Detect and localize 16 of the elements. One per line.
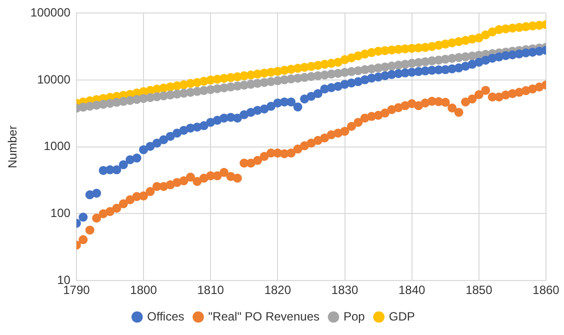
legend-label: Pop	[344, 309, 366, 324]
x-tick-label: 1800	[130, 283, 158, 298]
y-axis-title: Number	[6, 126, 20, 168]
legend-label: Offices	[147, 309, 184, 324]
x-tick-label: 1830	[331, 283, 358, 298]
x-tick-label: 1840	[398, 283, 426, 298]
x-tick-label: 1850	[466, 283, 493, 298]
y-tick-label: 10000	[37, 72, 71, 86]
x-tick-label: 1820	[264, 283, 292, 298]
x-tick-label: 1810	[197, 283, 224, 298]
legend-label: GDP	[388, 309, 415, 324]
y-tick-label: 1000	[44, 139, 71, 154]
y-tick-label: 100000	[30, 6, 71, 20]
x-tick-label: 1860	[532, 283, 560, 298]
legend-label: "Real" PO Revenues	[208, 309, 320, 324]
y-tick-label: 100	[50, 206, 71, 220]
